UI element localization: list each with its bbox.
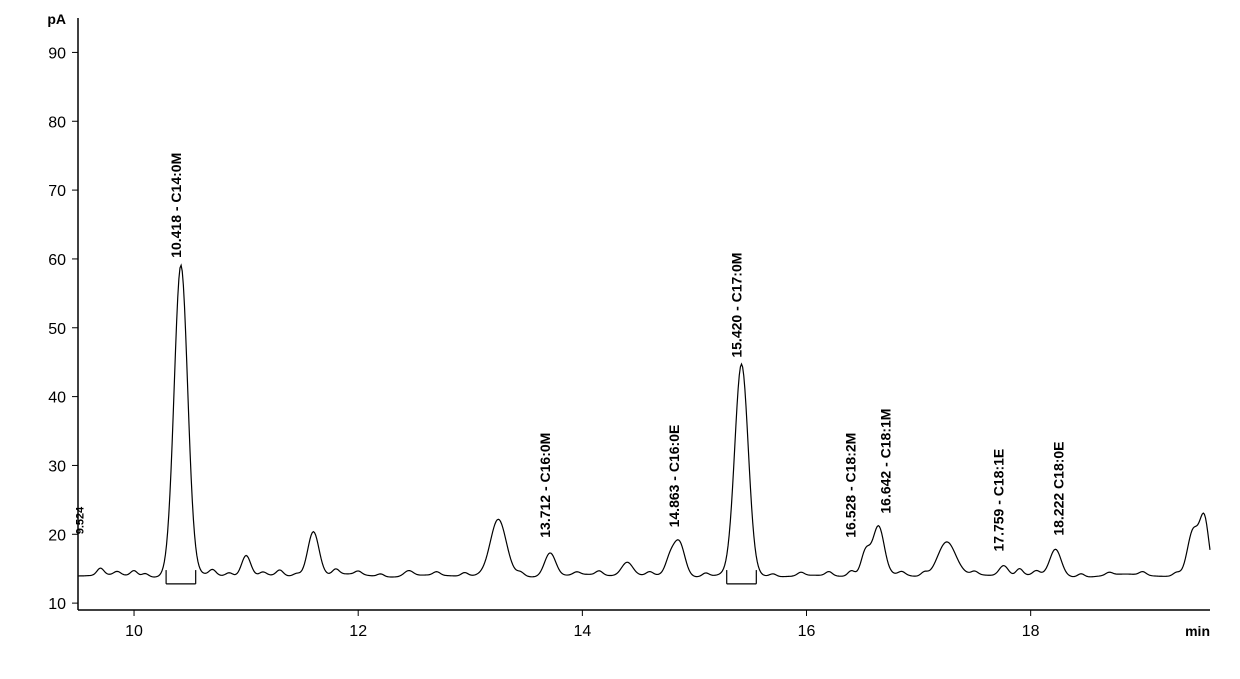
peak-label: 13.712 - C16:0M — [537, 433, 553, 538]
x-tick-label: 16 — [798, 623, 816, 640]
peak-label: 17.759 - C18:1E — [991, 449, 1007, 552]
y-tick-label: 90 — [48, 45, 66, 62]
y-tick-label: 80 — [48, 114, 66, 131]
y-tick-label: 10 — [48, 596, 66, 613]
chromatogram-trace — [78, 265, 1210, 577]
x-axis-label: min — [1185, 623, 1210, 639]
y-tick-label: 70 — [48, 183, 66, 200]
peak-label: 15.420 - C17:0M — [729, 253, 745, 358]
y-tick-label: 60 — [48, 252, 66, 269]
y-axis-label: pA — [47, 11, 66, 27]
peak-label: 14.863 - C16:0E — [666, 425, 682, 528]
peak-label: 10.418 - C14:0M — [168, 153, 184, 258]
y-tick-label: 50 — [48, 321, 66, 338]
peak-label: 16.642 - C18:1M — [877, 409, 893, 514]
chart-svg: 10 20 30 40 50 60 70 80 90 pA 10 12 14 16 18 min 9.524 10… — [0, 0, 1240, 679]
x-tick-label: 10 — [125, 623, 143, 640]
peak-label: 18.222 C18:0E — [1051, 441, 1067, 535]
chromatogram-chart: 10 20 30 40 50 60 70 80 90 pA 10 12 14 16 18 min 9.524 10… — [0, 0, 1240, 679]
y-tick-label: 40 — [48, 390, 66, 407]
x-tick-label: 14 — [573, 623, 591, 640]
y-tick-label: 20 — [48, 527, 66, 544]
x-tick-label: 12 — [349, 623, 367, 640]
peak-label: 16.528 - C18:2M — [843, 433, 859, 538]
y-tick-label: 30 — [48, 458, 66, 475]
front-retention-label: 9.524 — [75, 506, 87, 534]
x-tick-label: 18 — [1022, 623, 1040, 640]
